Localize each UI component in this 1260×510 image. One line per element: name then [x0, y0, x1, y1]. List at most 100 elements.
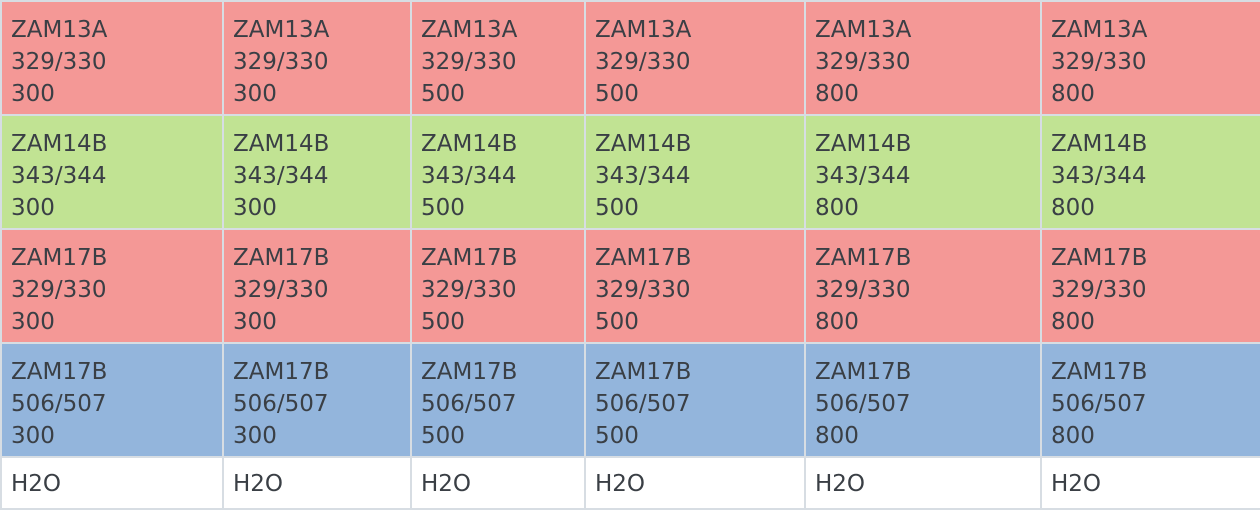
table-cell: ZAM13A 329/330 500	[410, 0, 586, 116]
table-cell: ZAM14B 343/344 500	[584, 114, 806, 230]
table-cell: ZAM17B 329/330 300	[0, 228, 224, 344]
sample-value: 500	[421, 309, 465, 335]
sample-value: 300	[233, 309, 277, 335]
sample-range: 329/330	[1051, 277, 1147, 303]
sample-id: ZAM17B	[11, 245, 108, 271]
sample-range: 329/330	[421, 277, 517, 303]
sample-value: 500	[421, 423, 465, 449]
sample-value: 800	[815, 423, 859, 449]
sample-range: 329/330	[233, 277, 329, 303]
table-cell: ZAM13A 329/330 800	[1040, 0, 1260, 116]
table-cell: H2O	[584, 456, 806, 510]
sample-range: 329/330	[815, 49, 911, 75]
sample-value: 300	[233, 195, 277, 221]
sample-id: ZAM17B	[11, 359, 108, 385]
sample-value: 300	[11, 195, 55, 221]
table-cell: ZAM17B 329/330 800	[1040, 228, 1260, 344]
table-cell: ZAM17B 506/507 800	[804, 342, 1042, 458]
table-row: ZAM14B 343/344 300 ZAM14B 343/344 300 ZAM14B 34…	[0, 114, 1260, 230]
sample-id: ZAM17B	[595, 359, 692, 385]
sample-id: ZAM13A	[595, 17, 692, 43]
table-row: ZAM13A 329/330 300 ZAM13A 329/330 300 ZAM13A 32…	[0, 0, 1260, 116]
table-cell: H2O	[1040, 456, 1260, 510]
sample-id: H2O	[815, 471, 866, 497]
table-cell: ZAM17B 506/507 300	[222, 342, 412, 458]
sample-range: 329/330	[815, 277, 911, 303]
sample-id: H2O	[11, 471, 62, 497]
sample-id: ZAM14B	[1051, 131, 1148, 157]
sample-id: H2O	[595, 471, 646, 497]
sample-id: ZAM14B	[421, 131, 518, 157]
sample-range: 506/507	[421, 391, 517, 417]
table-cell: ZAM17B 329/330 500	[410, 228, 586, 344]
sample-id: ZAM17B	[595, 245, 692, 271]
sample-range: 343/344	[233, 163, 329, 189]
sample-id: ZAM17B	[233, 359, 330, 385]
sample-value: 800	[1051, 309, 1095, 335]
sample-range: 329/330	[1051, 49, 1147, 75]
sample-range: 329/330	[11, 277, 107, 303]
sample-range: 329/330	[11, 49, 107, 75]
sample-id: ZAM17B	[815, 359, 912, 385]
table-cell: ZAM17B 329/330 800	[804, 228, 1042, 344]
sample-value: 800	[1051, 195, 1095, 221]
sample-id: H2O	[421, 471, 472, 497]
sample-range: 343/344	[421, 163, 517, 189]
table-cell: ZAM14B 343/344 300	[0, 114, 224, 230]
sample-id: ZAM13A	[1051, 17, 1148, 43]
table-cell: ZAM17B 506/507 500	[584, 342, 806, 458]
sample-value: 800	[815, 195, 859, 221]
table-row: H2O H2O H2O H2O H2O H2O	[0, 456, 1260, 510]
table-cell: ZAM17B 506/507 500	[410, 342, 586, 458]
table-cell: ZAM17B 506/507 300	[0, 342, 224, 458]
table-cell: ZAM17B 506/507 800	[1040, 342, 1260, 458]
table-cell: H2O	[0, 456, 224, 510]
sample-id: ZAM13A	[421, 17, 518, 43]
sample-range: 506/507	[595, 391, 691, 417]
sample-id: ZAM14B	[11, 131, 108, 157]
sample-value: 300	[11, 423, 55, 449]
sample-value: 800	[815, 309, 859, 335]
sample-range: 329/330	[421, 49, 517, 75]
sample-value: 500	[421, 81, 465, 107]
sample-id: ZAM17B	[421, 359, 518, 385]
table-cell: ZAM14B 343/344 500	[410, 114, 586, 230]
sample-range: 506/507	[11, 391, 107, 417]
table-cell: ZAM13A 329/330 300	[222, 0, 412, 116]
sample-value: 300	[11, 81, 55, 107]
sample-range: 329/330	[233, 49, 329, 75]
sample-value: 800	[1051, 81, 1095, 107]
sample-id: ZAM17B	[421, 245, 518, 271]
sample-range: 329/330	[595, 277, 691, 303]
sample-id: ZAM13A	[815, 17, 912, 43]
sample-id: ZAM14B	[815, 131, 912, 157]
sample-id: H2O	[233, 471, 284, 497]
sample-value: 500	[595, 81, 639, 107]
table-cell: ZAM17B 329/330 300	[222, 228, 412, 344]
sample-id: ZAM17B	[815, 245, 912, 271]
sample-range: 506/507	[233, 391, 329, 417]
table-cell: ZAM13A 329/330 300	[0, 0, 224, 116]
table-cell: ZAM14B 343/344 800	[1040, 114, 1260, 230]
table-cell: ZAM17B 329/330 500	[584, 228, 806, 344]
sample-id: ZAM13A	[11, 17, 108, 43]
sample-value: 300	[11, 309, 55, 335]
table-cell: ZAM13A 329/330 500	[584, 0, 806, 116]
table-cell: H2O	[804, 456, 1042, 510]
sample-id: H2O	[1051, 471, 1102, 497]
sample-value: 500	[595, 309, 639, 335]
sample-id: ZAM17B	[1051, 359, 1148, 385]
table-row: ZAM17B 506/507 300 ZAM17B 506/507 300 ZAM17B 50…	[0, 342, 1260, 458]
sample-id: ZAM17B	[1051, 245, 1148, 271]
sample-value: 500	[421, 195, 465, 221]
sample-id: ZAM13A	[233, 17, 330, 43]
sample-id: ZAM14B	[595, 131, 692, 157]
sample-value: 300	[233, 423, 277, 449]
sample-value: 500	[595, 423, 639, 449]
sample-range: 343/344	[595, 163, 691, 189]
sample-id: ZAM17B	[233, 245, 330, 271]
table-cell: H2O	[410, 456, 586, 510]
